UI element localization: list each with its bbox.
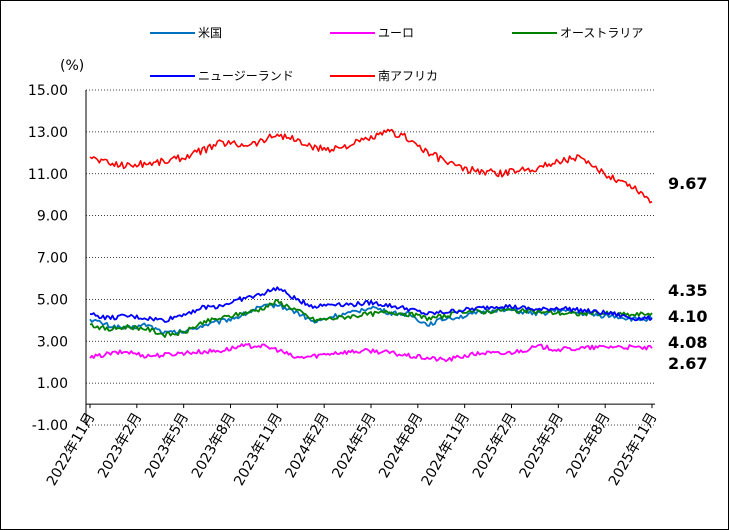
y-tick-label: -1.00 [32, 418, 68, 434]
series-line [89, 299, 653, 339]
x-tick-label: 2024年11月 [419, 410, 474, 489]
end-value-label: 4.10 [668, 307, 707, 326]
y-axis-ticks: 15.00 13.00 11.00 9.00 7.00 5.00 3.00 1.00 -1.00 [28, 83, 68, 434]
y-tick-label: 3.00 [37, 334, 68, 350]
y-tick-label: 5.00 [37, 292, 68, 308]
x-tick-label: 2025年11月 [606, 410, 661, 489]
legend-label: ユーロ [378, 26, 414, 40]
x-axis-ticks: 2022年11月2023年2月2023年5月2023年8月2023年11月202… [44, 404, 661, 489]
y-tick-label: 1.00 [37, 376, 68, 392]
y-tick-label: 9.00 [37, 209, 68, 225]
x-tick-label: 2024年8月 [376, 410, 426, 481]
y-tick-label: 15.00 [28, 83, 68, 99]
x-tick-label: 2025年2月 [470, 410, 520, 481]
y-tick-label: 11.00 [28, 167, 68, 183]
series-line [89, 128, 653, 204]
x-tick-label: 2025年8月 [564, 410, 614, 481]
end-value-label: 4.35 [668, 281, 707, 300]
end-value-label: 2.67 [668, 354, 707, 373]
y-axis-unit-label: (%) [60, 58, 84, 74]
x-tick-label: 2023年8月 [189, 410, 239, 481]
x-tick-label: 2023年11月 [231, 410, 286, 489]
legend-label: 南アフリカ [378, 68, 438, 83]
legend-label: 米国 [198, 26, 222, 40]
x-tick-label: 2024年2月 [283, 410, 333, 481]
x-tick-label: 2025年5月 [517, 410, 567, 481]
end-value-label: 4.08 [668, 333, 707, 352]
x-tick-label: 2024年5月 [329, 410, 379, 481]
x-tick-label: 2023年2月 [95, 410, 145, 481]
x-tick-label: 2023年5月 [142, 410, 192, 481]
y-tick-label: 13.00 [28, 125, 68, 141]
axes [85, 90, 655, 425]
end-value-labels: 9.67 4.35 4.10 4.08 2.67 [668, 174, 707, 373]
legend-label: ニュージーランド [198, 69, 294, 83]
series-lines [89, 128, 653, 363]
series-line [89, 342, 653, 363]
series-line [89, 286, 653, 323]
y-tick-label: 7.00 [37, 251, 68, 267]
end-value-label: 9.67 [668, 174, 707, 193]
gridlines [86, 89, 655, 426]
legend-label: オーストラリア [560, 26, 643, 40]
